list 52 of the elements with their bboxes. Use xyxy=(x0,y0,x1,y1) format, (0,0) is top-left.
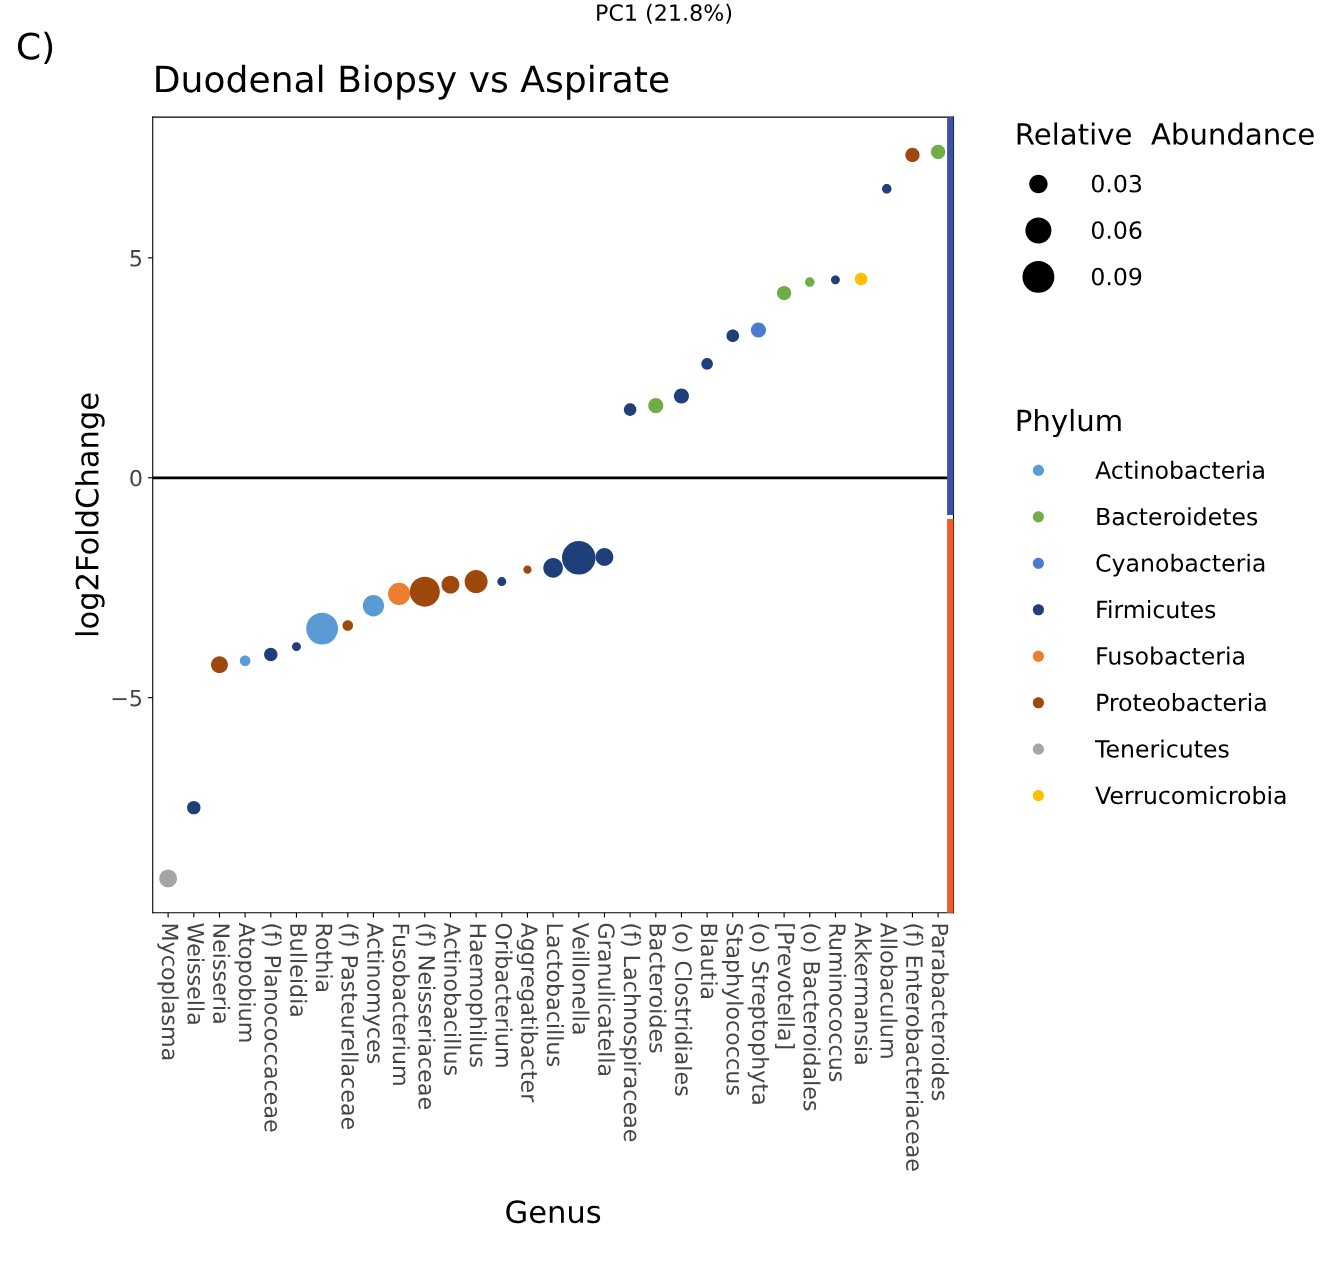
x-tick-label: (f) Pasteurellaceae xyxy=(338,924,359,1130)
y-tick-label: 0 xyxy=(130,469,142,487)
legend-label: Tenericutes xyxy=(1095,739,1229,758)
text: C) xyxy=(17,31,53,65)
x-tick-label: (f) Enterobacteriaceae xyxy=(903,924,924,1171)
x-tick-label: Weissella xyxy=(187,923,205,1024)
x-tick-label: Haemophilus xyxy=(465,924,487,1067)
x-tick-label: Staphylococcus xyxy=(722,923,744,1095)
x-axis-title: Genus xyxy=(506,1200,601,1224)
legend-label: Proteobacteria xyxy=(1097,693,1266,712)
legend-label: 0.03 xyxy=(1091,174,1142,193)
legend-label: Verrucomicrobia xyxy=(1095,785,1286,805)
x-tick-label: (o) Bacteroidales xyxy=(800,924,821,1111)
text: PC1 (21.8%) xyxy=(597,3,732,24)
legend-label: Actinobacteria xyxy=(1095,460,1264,479)
legend-label: Fusobacteria xyxy=(1097,646,1244,665)
legend-label: 0.09 xyxy=(1091,267,1142,286)
x-tick-label: Bulleidia xyxy=(290,924,308,1016)
x-tick-label: (f) Lachnospiraceae xyxy=(619,924,641,1142)
text: Relative Abundance xyxy=(1017,122,1314,146)
x-tick-label: Atopobium xyxy=(234,922,256,1042)
y-tick-label: −5 xyxy=(112,689,142,707)
legend-label: Firmicutes xyxy=(1097,600,1216,619)
chart-title: Duodenal Biopsy vs Aspirate xyxy=(156,64,669,100)
x-tick-label: Neisseria xyxy=(213,924,231,1023)
x-tick-label: Actinobacillus xyxy=(444,922,462,1076)
legend-title: Phylum xyxy=(1017,408,1121,438)
y-tick-label: 5 xyxy=(130,250,142,267)
x-tick-label: Ruminococcus xyxy=(828,924,847,1082)
x-tick-label: Parabacteroides xyxy=(931,924,949,1101)
x-tick-label: Aggregatibacter xyxy=(516,922,539,1103)
x-tick-label: Oribacterium xyxy=(495,923,513,1067)
x-tick-label: [Prevotella] xyxy=(775,924,795,1049)
x-tick-label: Akkermansia xyxy=(854,922,872,1064)
x-tick-label: Rothia xyxy=(315,924,333,992)
x-tick-label: Lactobacillus xyxy=(546,924,564,1067)
x-tick-label: (o) Clostridiales xyxy=(672,924,693,1096)
x-tick-label: (f) Neisseriaceae xyxy=(415,924,436,1109)
legend-label: 0.06 xyxy=(1091,221,1142,240)
x-tick-label: (f) Planococcaceae xyxy=(261,924,282,1132)
x-tick-label: (o) Streptophyta xyxy=(747,924,770,1104)
legend-label: Cyanobacteria xyxy=(1096,553,1265,577)
x-tick-label: Blautia xyxy=(700,924,718,999)
y-axis-title: log2FoldChange xyxy=(75,393,105,636)
x-tick-label: Mycoplasma xyxy=(157,924,179,1060)
x-tick-label: Allobaculum xyxy=(880,922,898,1058)
x-tick-label: Veillonella xyxy=(572,922,590,1034)
legend-label: Bacteroidetes xyxy=(1097,507,1258,526)
x-tick-label: Granulicatella xyxy=(598,923,616,1076)
x-tick-label: Bacteroides xyxy=(649,924,667,1053)
x-tick-label: Actinomyces xyxy=(362,922,385,1064)
x-tick-label: Fusobacterium xyxy=(392,924,410,1085)
